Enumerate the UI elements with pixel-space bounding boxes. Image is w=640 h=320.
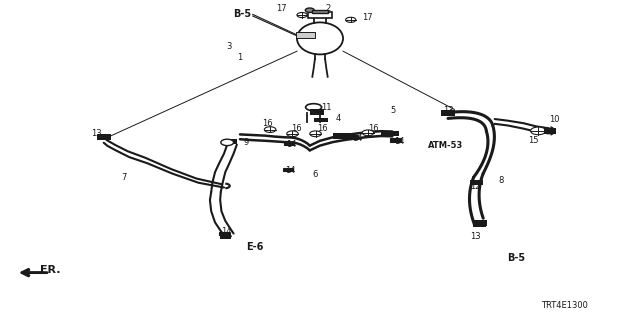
Text: 13: 13 [92, 129, 102, 138]
Text: 6: 6 [312, 170, 317, 179]
Bar [97, 134, 111, 140]
Text: 14: 14 [285, 166, 295, 175]
Text: B-5: B-5 [507, 252, 525, 263]
Circle shape [264, 127, 276, 132]
Bar [283, 168, 293, 171]
Text: 9: 9 [243, 138, 248, 147]
Circle shape [287, 131, 298, 137]
Text: 17: 17 [276, 4, 287, 13]
Text: 3: 3 [226, 42, 231, 51]
Bar [314, 117, 328, 122]
Bar [441, 110, 455, 116]
Circle shape [297, 12, 307, 18]
Text: 14: 14 [352, 134, 362, 143]
Circle shape [310, 131, 321, 137]
Text: FR.: FR. [40, 265, 60, 276]
Circle shape [221, 139, 234, 146]
Bar [470, 180, 483, 185]
Text: 10: 10 [549, 115, 559, 124]
Bar [310, 109, 324, 115]
Text: 16: 16 [368, 124, 379, 133]
Text: 5: 5 [390, 106, 396, 115]
Bar [312, 10, 328, 13]
Text: 17: 17 [362, 13, 372, 22]
Bar [473, 221, 486, 227]
Text: 16: 16 [291, 124, 302, 133]
Bar [381, 131, 399, 136]
Bar [333, 133, 352, 139]
Text: 2: 2 [325, 4, 330, 13]
Circle shape [305, 8, 314, 12]
Circle shape [362, 130, 374, 136]
Text: 14: 14 [286, 140, 296, 149]
Bar [473, 220, 487, 226]
Text: 7: 7 [122, 173, 127, 182]
Bar [226, 139, 237, 144]
Text: ATM-53: ATM-53 [428, 141, 463, 150]
Bar [296, 32, 315, 38]
Text: TRT4E1300: TRT4E1300 [541, 301, 588, 310]
Text: 14: 14 [394, 137, 404, 146]
Text: 1: 1 [237, 53, 242, 62]
Bar [284, 142, 294, 145]
Text: 15: 15 [528, 136, 538, 145]
Text: 12: 12 [470, 182, 481, 191]
Ellipse shape [306, 104, 322, 111]
Text: E-6: E-6 [246, 242, 264, 252]
Text: 13: 13 [444, 106, 454, 115]
Bar [220, 233, 231, 239]
Bar [390, 139, 401, 142]
Bar [544, 128, 556, 134]
Text: 4: 4 [336, 114, 341, 123]
FancyArrowPatch shape [24, 270, 44, 276]
Bar [219, 232, 229, 235]
Text: 16: 16 [262, 119, 273, 128]
Circle shape [346, 17, 356, 22]
Text: 14: 14 [221, 227, 231, 236]
Text: B-5: B-5 [234, 9, 252, 20]
Text: 16: 16 [317, 124, 328, 133]
Text: 8: 8 [498, 176, 503, 185]
Ellipse shape [297, 22, 343, 54]
Text: 11: 11 [321, 103, 332, 112]
Bar [348, 135, 358, 139]
Bar [308, 12, 332, 18]
Text: 13: 13 [470, 232, 481, 241]
Circle shape [531, 127, 546, 135]
